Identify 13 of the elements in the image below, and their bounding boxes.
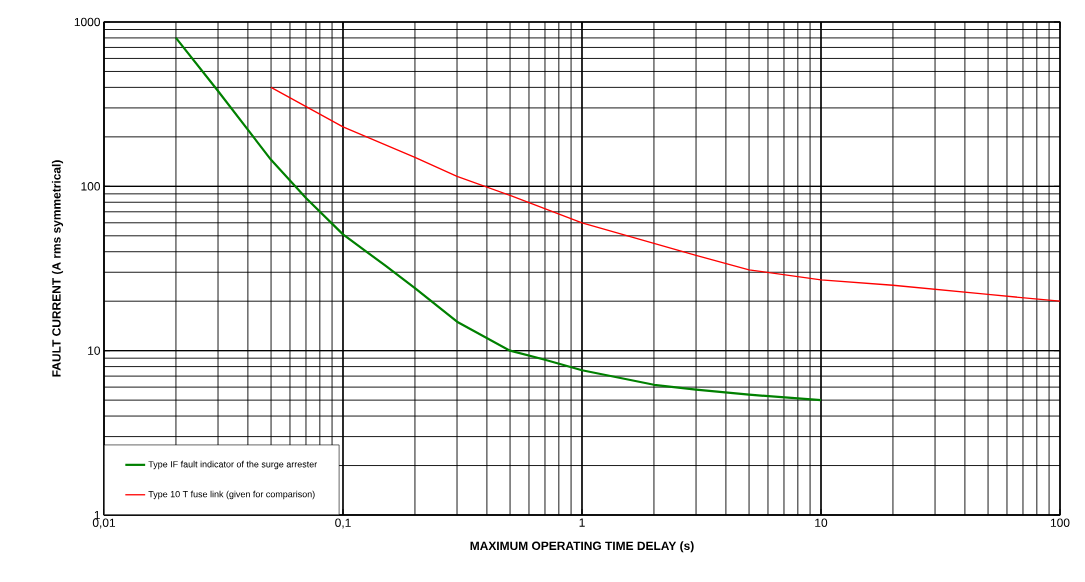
legend-label: Type 10 T fuse link (given for comparison) (148, 490, 315, 500)
y-tick-label: 100 (81, 182, 101, 191)
x-tick-label: 1 (579, 518, 585, 527)
legend-label: Type IF fault indicator of the surge arrester (148, 460, 318, 470)
x-tick-label: 10 (815, 518, 828, 527)
y-tick-label: 1 (94, 510, 100, 520)
y-axis-title: FAULT CURRENT (A rms symmetrical) (51, 160, 64, 377)
x-axis-title: MAXIMUM OPERATING TIME DELAY (s) (470, 541, 694, 553)
y-tick-label: 10 (88, 346, 101, 355)
x-tick-label: 0,01 (92, 518, 116, 529)
x-tick-label: 0,1 (335, 518, 351, 529)
x-tick-label: 100 (1050, 518, 1070, 527)
y-tick-label: 1000 (74, 17, 101, 27)
